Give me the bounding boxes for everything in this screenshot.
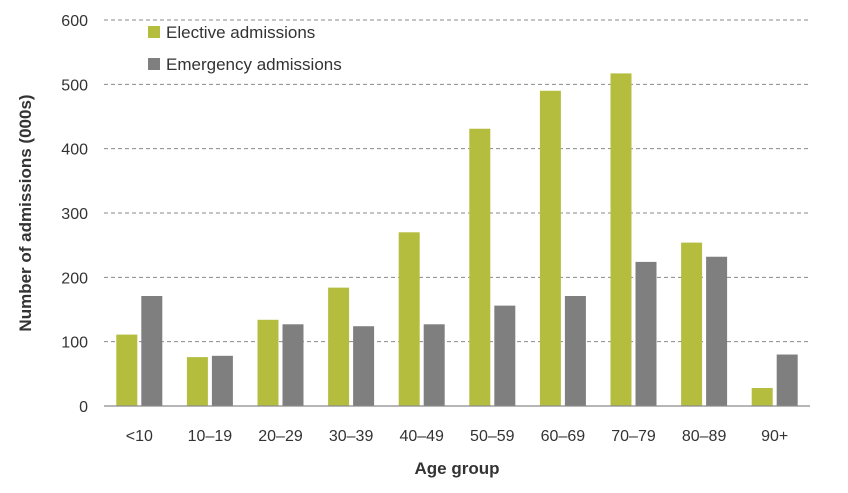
y-tick-label: 0: [79, 399, 88, 416]
elective-bar: [681, 242, 703, 406]
x-tick-label: 10–19: [188, 428, 233, 445]
elective-bar: [469, 128, 491, 406]
y-tick-labels: 0 100 200 300 400 500 600: [61, 13, 88, 416]
elective-bar: [116, 334, 138, 406]
elective-bar: [328, 287, 350, 406]
emergency-bar: [141, 295, 163, 406]
x-tick-label: 50–59: [470, 428, 515, 445]
x-tick-label: 70–79: [611, 428, 656, 445]
legend-label: Emergency admissions: [166, 55, 342, 74]
emergency-bar: [211, 355, 233, 406]
elective-bar: [610, 73, 632, 406]
elective-bar: [186, 357, 208, 406]
y-tick-label: 600: [61, 13, 88, 30]
legend-label: Elective admissions: [166, 23, 315, 42]
emergency-bar: [494, 305, 516, 406]
legend-swatch: [148, 58, 160, 70]
y-tick-label: 500: [61, 77, 88, 94]
legend-swatch: [148, 26, 160, 38]
legend: Elective admissions Emergency admissions: [148, 23, 342, 74]
emergency-bar: [635, 261, 657, 406]
y-tick-label: 400: [61, 142, 88, 159]
emergency-bar: [423, 324, 445, 406]
x-tick-label: 80–89: [682, 428, 727, 445]
elective-bar: [539, 90, 561, 407]
emergency-bar: [564, 295, 586, 406]
elective-bar: [751, 387, 773, 406]
x-tick-label: <10: [126, 428, 153, 445]
x-tick-label: 60–69: [541, 428, 586, 445]
elective-bar: [257, 319, 279, 406]
y-tick-label: 100: [61, 335, 88, 352]
y-tick-label: 200: [61, 270, 88, 287]
x-tick-label: 30–39: [329, 428, 374, 445]
x-axis-title: Age group: [415, 459, 500, 478]
elective-bar: [398, 232, 420, 406]
emergency-bar: [353, 326, 375, 406]
emergency-bar: [776, 354, 798, 406]
x-tick-labels: <10 10–19 20–29 30–39 40–49 50–59 60–69 70–79 80…: [126, 428, 789, 445]
x-tick-label: 20–29: [258, 428, 303, 445]
x-tick-label: 40–49: [399, 428, 444, 445]
y-axis-title: Number of admissions (000s): [16, 94, 35, 331]
bars: [116, 73, 798, 407]
emergency-bar: [706, 256, 728, 406]
emergency-bar: [282, 324, 304, 406]
y-tick-label: 300: [61, 206, 88, 223]
x-tick-label: 90+: [761, 428, 788, 445]
